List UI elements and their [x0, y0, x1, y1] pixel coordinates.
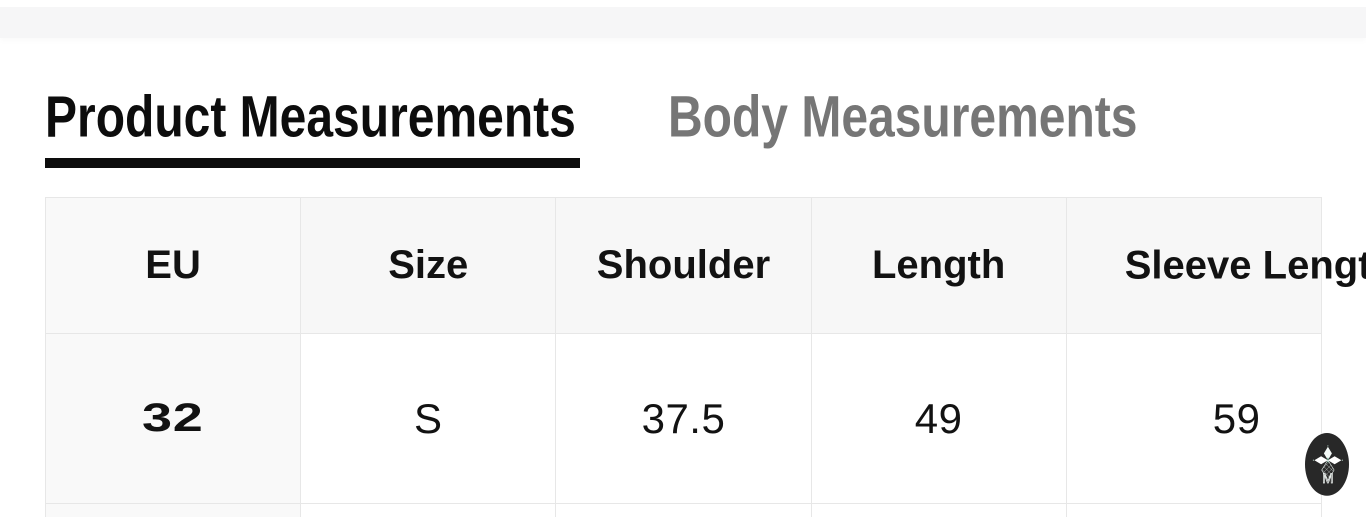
- svg-text:M: M: [1322, 471, 1333, 486]
